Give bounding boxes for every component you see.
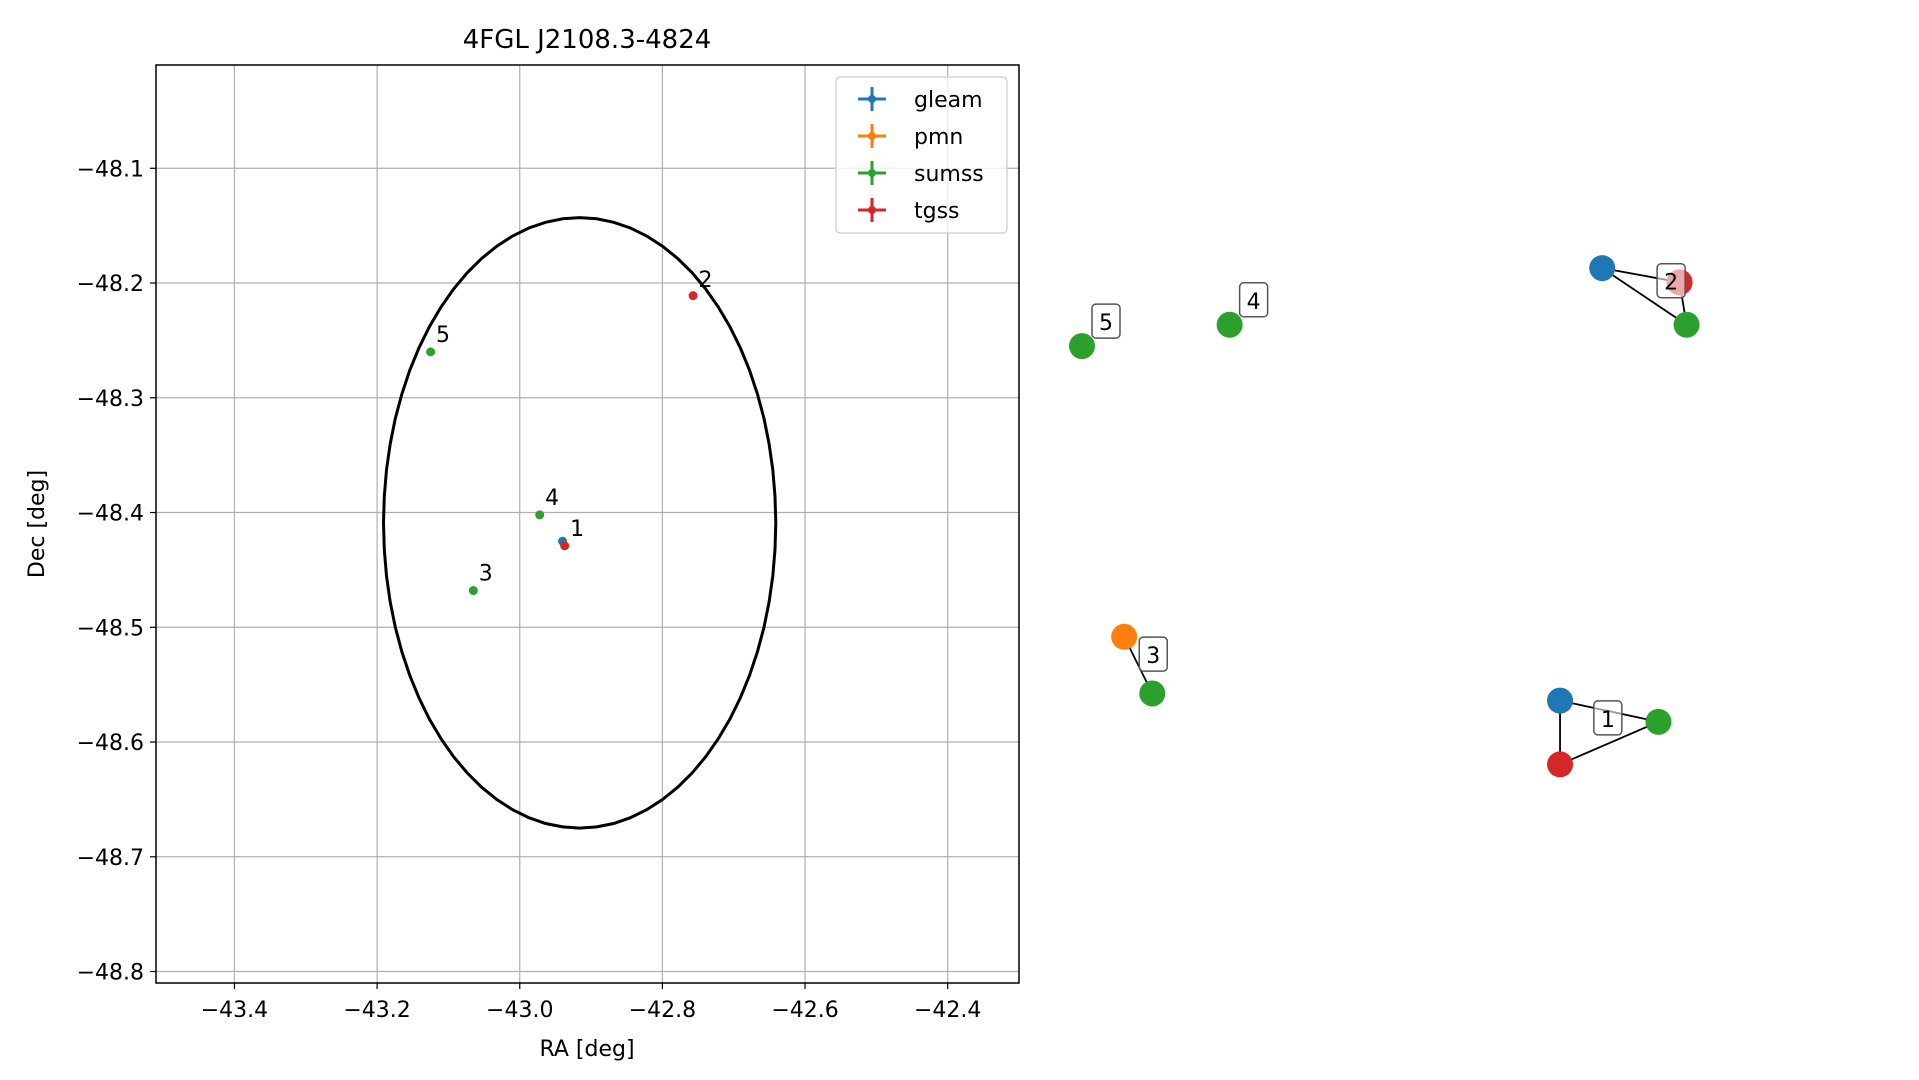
x-tick-label: −43.4 [201,998,268,1023]
graph-node-gleam [1547,687,1574,714]
graph-node-sumss [1645,708,1672,735]
plot-frame [155,64,1020,984]
graph-label-box [1593,700,1623,736]
y-tick-label: −48.7 [77,846,144,871]
graph-edges [1123,267,1688,766]
legend-entry: gleam [914,88,983,113]
point-sumss [468,586,478,596]
legend-marker-dot [868,169,876,177]
error-ellipse-layer [381,216,778,830]
y-axis-label: Dec [deg] [25,470,50,578]
annotations-layer: 1 2 3 4 5 [436,268,712,587]
graph-edge [1601,267,1688,326]
point-sumss [535,510,545,520]
legend-marker-dot [868,132,876,140]
y-tick-label: −48.4 [77,502,144,527]
points-layer [426,291,698,596]
graph-node-sumss [1216,311,1243,338]
y-ticks: −48.1 −48.2 −48.3 −48.4 −48.5 −48.6 −48.7 −48.8 [77,157,156,986]
legend-entry: pmn [914,125,963,150]
graph-label-box [1656,262,1686,299]
graph-label: 2 [1664,271,1678,296]
point-annotation: 4 [545,486,559,511]
x-ticks: −43.4 −43.2 −43.0 −42.8 −42.6 −42.4 [201,983,981,1023]
x-tick-label: −42.8 [629,998,696,1023]
legend-box [835,76,1008,234]
graph-edge [1559,721,1659,766]
x-tick-label: −43.2 [343,998,410,1023]
graph-label: 4 [1247,290,1261,315]
point-tgss [688,291,698,301]
graph-label-box [1138,636,1168,672]
graph-label: 1 [1601,708,1615,733]
graph-node-pmn [1111,623,1138,650]
point-tgss [560,541,570,551]
graph-labels: 1 2 3 4 5 [1091,262,1686,736]
legend-entry: tgss [914,199,960,224]
x-tick-label: −42.4 [914,998,981,1023]
graph-node-tgss [1547,751,1574,778]
network-graph-panel: 1 2 3 4 5 [1069,255,1700,778]
legend: gleam pmn sumss tgss [835,76,1008,234]
point-annotation: 2 [698,268,712,293]
y-tick-label: −48.2 [77,272,144,297]
graph-label: 3 [1146,644,1160,669]
y-tick-label: −48.3 [77,387,144,412]
point-annotation: 1 [570,517,584,542]
graph-node-gleam [1589,255,1616,282]
graph-label-box [1091,303,1121,339]
y-tick-label: −48.8 [77,961,144,986]
graph-node-sumss [1069,333,1095,360]
y-tick-label: −48.1 [77,157,144,182]
graph-node-sumss [1673,311,1700,338]
point-annotation: 5 [436,323,450,348]
y-tick-label: −48.6 [77,731,144,756]
legend-marker-dot [868,206,876,214]
chart-title: 4FGL J2108.3-4824 [463,25,712,55]
x-tick-label: −42.6 [771,998,838,1023]
x-tick-label: −43.0 [486,998,553,1023]
graph-label: 5 [1099,311,1113,336]
error-ellipse [381,216,778,830]
y-tick-label: −48.5 [77,616,144,641]
graph-node-sumss [1139,680,1166,707]
point-annotation: 3 [479,562,493,587]
graph-nodes [1069,255,1700,778]
x-axis-label: RA [deg] [539,1037,634,1062]
graph-label-box [1238,282,1269,318]
legend-marker-dot [868,95,876,103]
point-sumss [426,347,436,357]
legend-entry: sumss [914,162,984,187]
